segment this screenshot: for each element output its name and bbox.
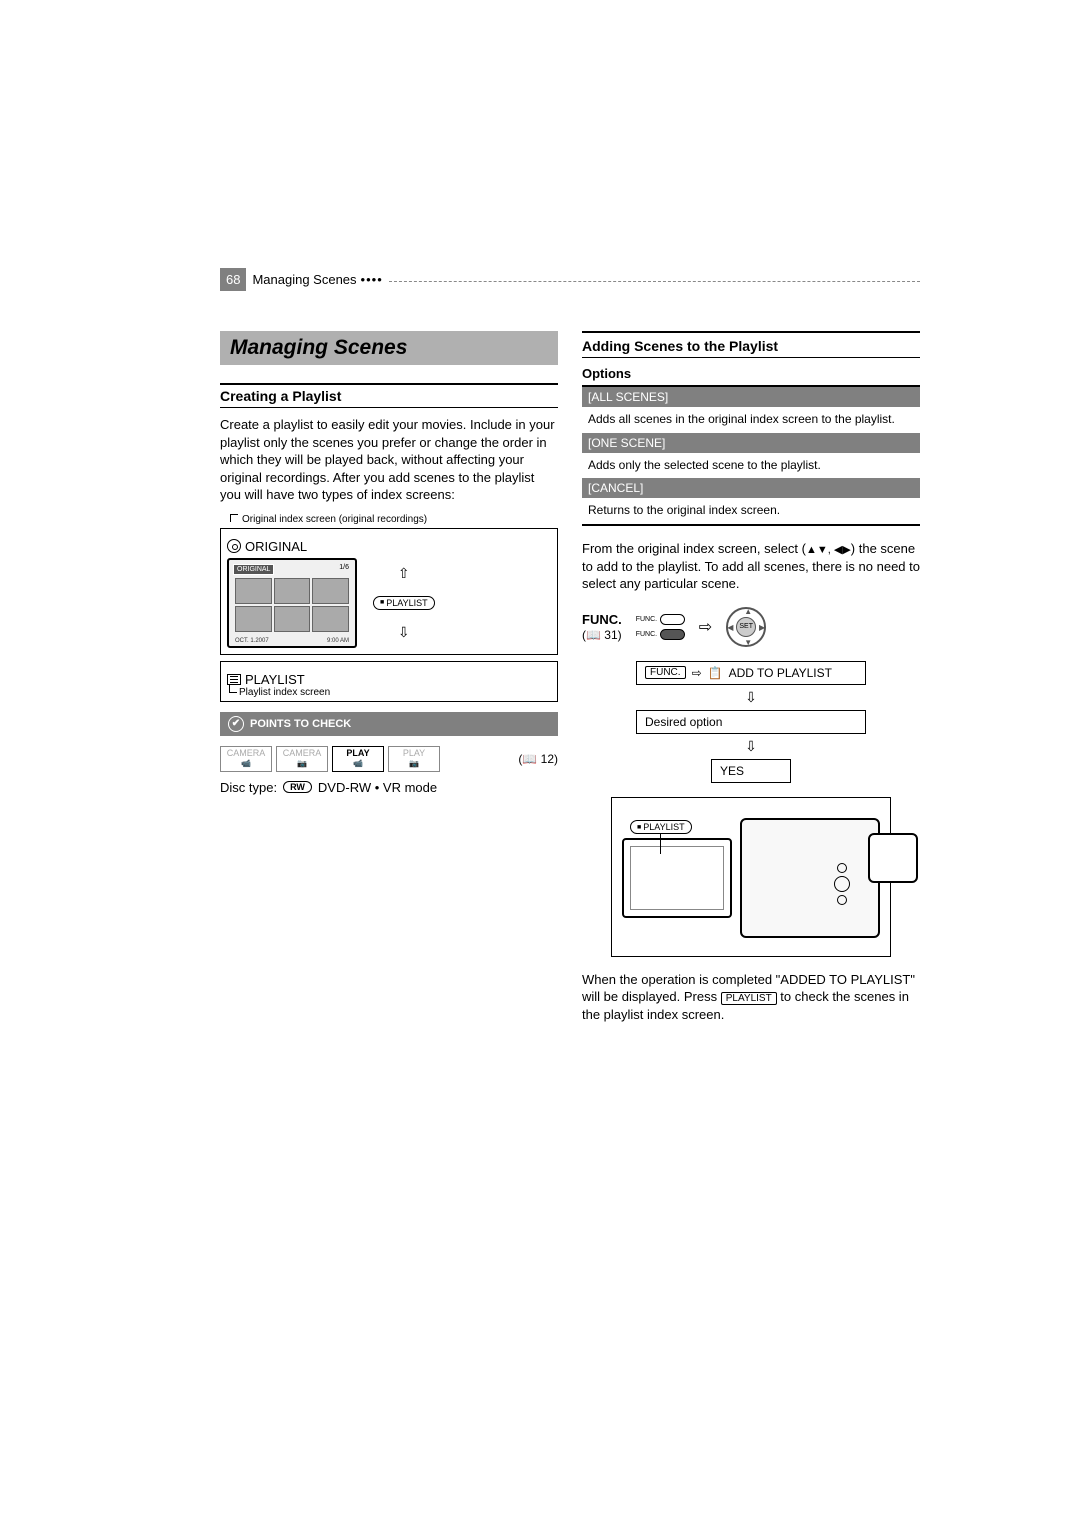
arrow-right-icon: ⇨ (699, 617, 712, 637)
flow-step-3: YES (711, 759, 791, 783)
arrow-up-icon: ⇧ (398, 565, 410, 582)
camera-controls (824, 860, 860, 920)
mode-camera-movie: CAMERA📹 (220, 746, 272, 772)
mode-camera-photo: CAMERA📷 (276, 746, 328, 772)
func-label: FUNC. (582, 612, 622, 628)
disc-type-row: Disc type: RW DVD-RW • VR mode (220, 780, 558, 795)
points-to-check-bar: ✔ POINTS TO CHECK (220, 712, 558, 736)
mode-page-ref: (📖 12) (518, 752, 558, 766)
flow-step-1: FUNC. ⇨ 📋 ADD TO PLAYLIST (636, 661, 866, 685)
caption-playlist: Playlist index screen (239, 687, 551, 699)
lcd-thumbs (235, 578, 349, 632)
header-dots: •••• (361, 272, 383, 287)
arrow-down-icon: ⇩ (398, 624, 410, 641)
subheading-adding-scenes: Adding Scenes to the Playlist (582, 335, 920, 358)
option-one-scene-head: [ONE SCENE] (582, 433, 920, 453)
options-label: Options (582, 366, 920, 381)
points-to-check-text: POINTS TO CHECK (250, 718, 351, 730)
arrow-column: ⇧ PLAYLIST ⇩ (373, 565, 435, 641)
flow-step-2: Desired option (636, 710, 866, 734)
right-column: Adding Scenes to the Playlist Options [A… (582, 331, 920, 1033)
func-button-bottom[interactable] (660, 629, 685, 640)
caption-original-text: Original index screen (original recordin… (242, 514, 427, 525)
playlist-icon (227, 674, 241, 685)
mode-play-movie: PLAY📹 (332, 746, 384, 772)
original-index-diagram: ORIGINAL ORIGINAL 1/6 OCT. 1.20079:00 AM (220, 528, 558, 655)
content-columns: Managing Scenes Creating a Playlist Crea… (220, 331, 920, 1033)
lcd-footer: OCT. 1.20079:00 AM (235, 638, 349, 644)
options-table: [ALL SCENES] Adds all scenes in the orig… (582, 385, 920, 526)
completion-paragraph: When the operation is completed "ADDED T… (582, 971, 920, 1024)
func-label-block: FUNC. (📖 31) (582, 612, 622, 642)
caption-playlist-text: Playlist index screen (239, 687, 330, 698)
lcd-tag: ORIGINAL (233, 564, 274, 575)
option-all-scenes-body: Adds all scenes in the original index sc… (582, 407, 920, 433)
option-cancel-head: [CANCEL] (582, 478, 920, 498)
original-box-label: ORIGINAL (227, 539, 551, 554)
func-row: FUNC. (📖 31) FUNC. FUNC. ⇨ ▲ ▼ ◀ ▶ SET (582, 607, 920, 647)
playlist-box-label: PLAYLIST (227, 672, 551, 687)
playlist-callout-btn[interactable]: PLAYLIST (630, 820, 692, 834)
flow-step-1-text: ADD TO PLAYLIST (729, 666, 832, 680)
func-buttons: FUNC. FUNC. (636, 614, 685, 640)
lcd-count: 1/6 (339, 564, 349, 571)
left-column: Managing Scenes Creating a Playlist Crea… (220, 331, 558, 1033)
func-page-ref: (📖 31) (582, 628, 622, 642)
original-label-text: ORIGINAL (245, 539, 307, 554)
caption-original: Original index screen (original recordin… (242, 514, 558, 526)
arrow-right-icon: ⇨ (692, 666, 702, 680)
mode-row: CAMERA📹 CAMERA📷 PLAY📹 PLAY📷 (📖 12) (220, 746, 558, 772)
nav-arrows-icon: ▲▼, ◀▶ (806, 544, 851, 556)
camera-body (740, 818, 880, 938)
option-cancel-body: Returns to the original index screen. (582, 498, 920, 524)
page-header: 68 Managing Scenes •••• (220, 268, 920, 291)
camera-illustration: PLAYLIST (611, 797, 891, 957)
mode-play-photo: PLAY📷 (388, 746, 440, 772)
header-chapter: Managing Scenes (252, 272, 356, 287)
disc-icon (227, 539, 241, 553)
playlist-inline-button[interactable]: PLAYLIST (721, 992, 777, 1005)
intro-paragraph: Create a playlist to easily edit your mo… (220, 416, 558, 504)
playlist-callout: PLAYLIST (630, 816, 692, 855)
flow-arrow-2: ⇩ (582, 738, 920, 755)
section-title: Managing Scenes (220, 331, 558, 365)
option-one-scene-body: Adds only the selected scene to the play… (582, 453, 920, 479)
add-to-playlist-icon: 📋 (708, 666, 723, 680)
playlist-index-diagram: PLAYLIST Playlist index screen (220, 661, 558, 702)
check-icon: ✔ (228, 716, 244, 732)
header-rule (389, 281, 920, 282)
rw-icon: RW (283, 781, 312, 793)
playlist-button[interactable]: PLAYLIST (373, 596, 435, 610)
set-button[interactable]: SET (736, 617, 756, 637)
page-number: 68 (220, 268, 246, 291)
manual-page: 68 Managing Scenes •••• Managing Scenes … (220, 268, 920, 1033)
disc-type-value: DVD-RW • VR mode (318, 780, 437, 795)
instruction-paragraph: From the original index screen, select (… (582, 540, 920, 593)
func-inline-button[interactable]: FUNC. (645, 666, 686, 679)
camera-lens (868, 833, 918, 883)
option-all-scenes-head: [ALL SCENES] (582, 387, 920, 407)
flow-arrow-1: ⇩ (582, 689, 920, 706)
func-button-top[interactable] (660, 614, 685, 625)
disc-type-label: Disc type: (220, 780, 277, 795)
playlist-label-text: PLAYLIST (245, 672, 305, 687)
lcd-screen-original: ORIGINAL 1/6 OCT. 1.20079:00 AM (227, 558, 357, 648)
joystick-icon[interactable]: ▲ ▼ ◀ ▶ SET (726, 607, 766, 647)
subheading-creating-playlist: Creating a Playlist (220, 383, 558, 408)
